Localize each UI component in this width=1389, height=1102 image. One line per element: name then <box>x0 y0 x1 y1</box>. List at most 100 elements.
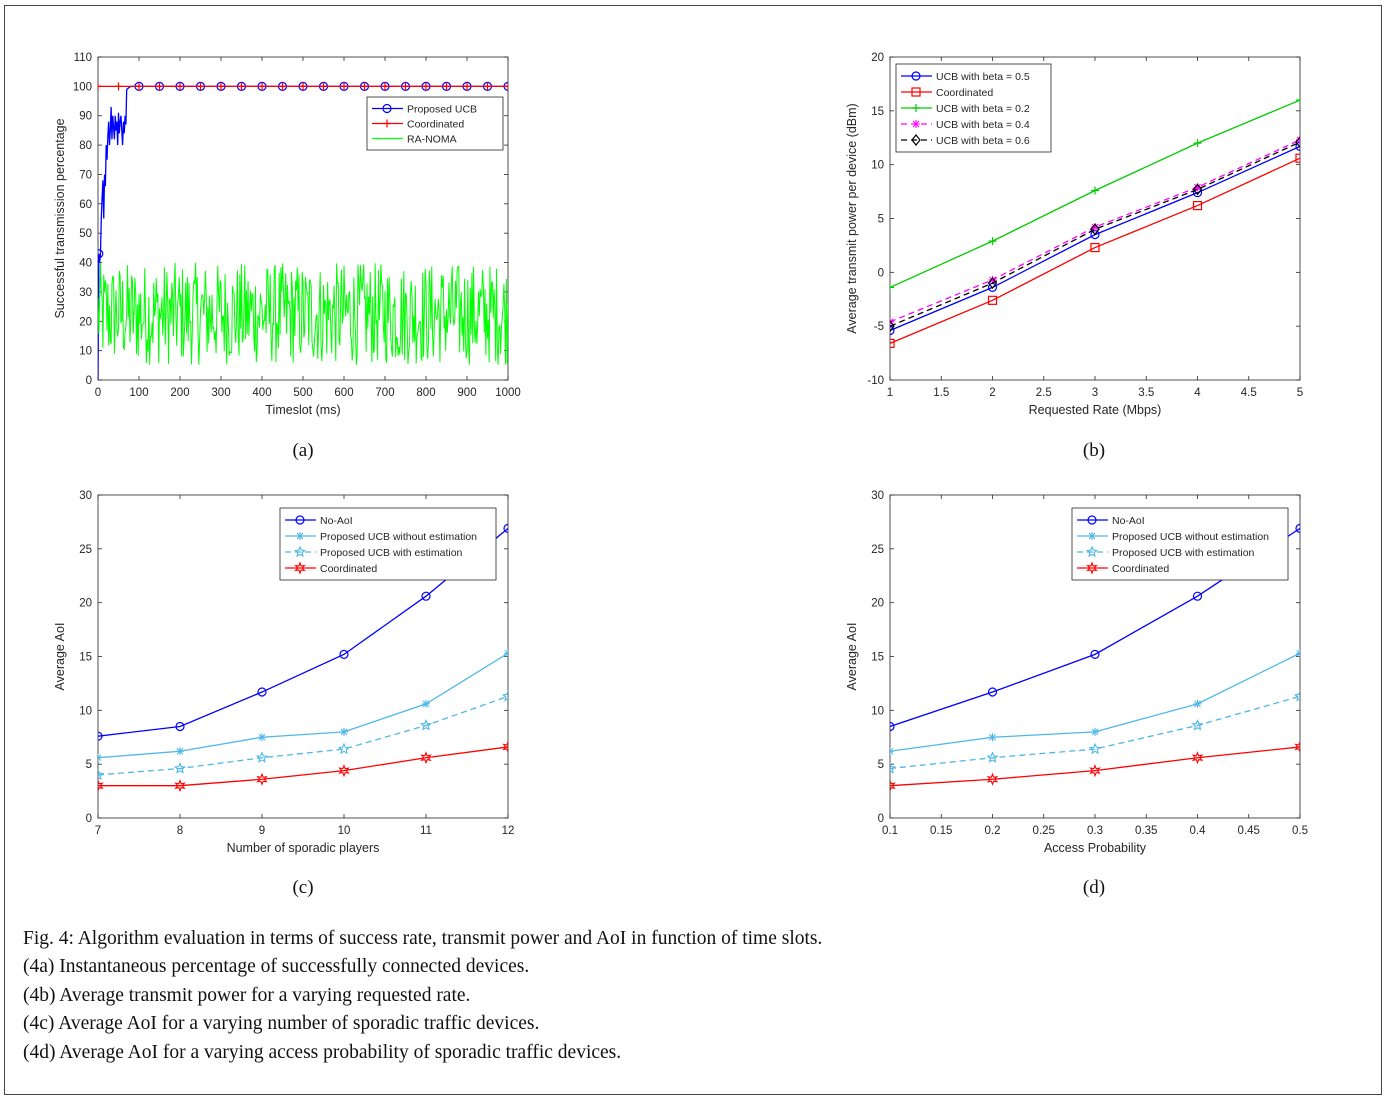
x-axis-label: Requested Rate (Mbps) <box>1029 403 1162 417</box>
x-tick-label: 0.3 <box>1087 825 1103 837</box>
y-tick-label: 5 <box>86 759 92 771</box>
series-line-3 <box>890 139 1300 323</box>
y-tick-label: 25 <box>79 544 92 556</box>
y-tick-label: 30 <box>79 490 92 502</box>
y-tick-label: 20 <box>79 598 92 610</box>
x-tick-label: 3.5 <box>1138 387 1154 399</box>
legend-label: RA-NOMA <box>407 134 457 146</box>
data-point <box>421 591 431 601</box>
x-axis-label: Number of sporadic players <box>227 841 380 855</box>
data-point <box>173 762 187 774</box>
data-point <box>1192 591 1203 601</box>
data-point <box>98 249 104 259</box>
data-point <box>299 82 307 91</box>
data-point <box>1193 139 1202 148</box>
legend-marker <box>912 104 920 112</box>
data-point <box>890 779 896 793</box>
data-point <box>176 747 184 756</box>
series-line-4 <box>890 141 1300 327</box>
x-tick-label: 0.2 <box>985 825 1001 837</box>
y-axis-label: Successful transmission percentage <box>53 118 67 318</box>
sublabel-c: (c) <box>292 877 314 898</box>
data-point <box>1295 523 1300 533</box>
data-point <box>258 82 266 91</box>
data-point <box>1090 649 1100 659</box>
y-tick-label: 10 <box>871 160 884 172</box>
data-point <box>1193 183 1202 192</box>
data-point <box>422 82 430 91</box>
data-point <box>890 283 894 292</box>
x-tick-label: 4 <box>1194 387 1201 399</box>
data-point <box>319 82 328 91</box>
series-line-1 <box>98 652 508 759</box>
y-tick-label: -5 <box>874 321 884 333</box>
data-point <box>1191 751 1204 765</box>
x-tick-label: 200 <box>170 387 189 399</box>
y-tick-label: 10 <box>871 705 884 717</box>
y-axis-label: Average AoI <box>845 623 859 691</box>
x-tick-label: 1000 <box>495 387 521 399</box>
data-point <box>98 768 105 781</box>
y-tick-label: 5 <box>878 214 884 226</box>
data-point <box>1090 242 1100 253</box>
legend-label: Proposed UCB with estimation <box>1112 547 1255 559</box>
data-point <box>401 82 410 91</box>
data-point <box>1091 186 1099 195</box>
x-tick-label: 0.4 <box>1190 825 1207 837</box>
data-point <box>1293 689 1300 702</box>
x-tick-label: 800 <box>416 387 435 399</box>
x-tick-label: 8 <box>177 825 183 837</box>
data-point <box>360 82 369 91</box>
data-point <box>1295 141 1300 151</box>
y-tick-label: 15 <box>871 106 884 118</box>
y-tick-label: 0 <box>878 813 884 825</box>
data-point <box>1193 699 1202 708</box>
data-point <box>1091 727 1099 736</box>
data-point <box>890 320 895 333</box>
data-point <box>337 742 351 755</box>
data-point <box>278 82 287 91</box>
legend-marker <box>1088 532 1096 540</box>
y-tick-label: 80 <box>79 140 92 152</box>
data-point <box>463 82 471 91</box>
x-tick-label: 400 <box>252 387 271 399</box>
y-tick-label: 10 <box>79 346 92 358</box>
data-point <box>890 762 897 774</box>
legend-label: Proposed UCB without estimation <box>320 531 477 543</box>
data-point <box>176 82 184 91</box>
data-point <box>175 721 185 732</box>
data-point <box>338 764 350 778</box>
data-point <box>988 733 997 742</box>
data-point <box>986 751 999 763</box>
sublabel-d: (d) <box>1082 877 1106 898</box>
x-tick-label: 0.25 <box>1033 825 1055 837</box>
legend-label: No-AoI <box>1112 515 1145 527</box>
data-point <box>1091 223 1099 232</box>
data-layer <box>890 96 1300 348</box>
y-tick-label: 15 <box>871 652 884 664</box>
data-point <box>890 338 895 348</box>
data-point <box>258 733 266 742</box>
data-point <box>890 747 894 756</box>
legend-label: Coordinated <box>320 563 377 575</box>
x-tick-label: 700 <box>375 387 394 399</box>
legend-label: UCB with beta = 0.6 <box>936 135 1030 147</box>
x-tick-label: 0.45 <box>1238 825 1260 837</box>
data-point <box>501 689 508 702</box>
x-axis-label: Timeslot (ms) <box>265 403 340 417</box>
legend-label: UCB with beta = 0.2 <box>936 103 1030 115</box>
x-tick-label: 7 <box>95 825 101 837</box>
series-line-2 <box>890 695 1300 770</box>
data-point <box>196 82 205 91</box>
data-point <box>381 82 389 91</box>
data-point <box>155 82 164 91</box>
data-point <box>1089 764 1101 778</box>
x-tick-label: 11 <box>420 825 432 837</box>
y-tick-label: 25 <box>871 544 884 556</box>
x-tick-label: 3 <box>1092 387 1098 399</box>
x-tick-label: 9 <box>259 825 265 837</box>
data-point <box>256 772 268 786</box>
series-line-3 <box>890 746 1300 787</box>
